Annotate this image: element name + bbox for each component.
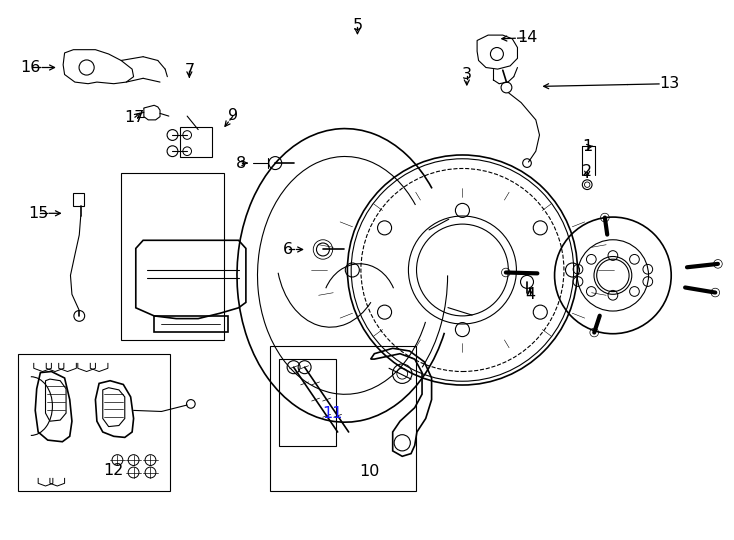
Text: 12: 12 [103,463,124,478]
Text: 7: 7 [184,63,195,78]
Text: 10: 10 [359,464,379,480]
Text: 13: 13 [659,76,680,91]
Bar [121,173,224,340]
Text: 9: 9 [228,108,239,123]
Bar [18,354,170,491]
Text: 14: 14 [517,30,537,45]
Bar [270,346,416,491]
Text: 5: 5 [352,18,363,33]
Bar [73,193,84,206]
Text: 17: 17 [124,110,145,125]
Text: 2: 2 [582,164,592,179]
Text: 4: 4 [525,287,535,302]
Bar [180,127,212,157]
Bar [279,359,335,446]
Text: 6: 6 [283,242,293,257]
Text: 15: 15 [28,206,48,221]
Text: 8: 8 [236,156,246,171]
Text: 1: 1 [582,139,592,154]
Text: 16: 16 [21,60,41,75]
Text: 3: 3 [462,67,472,82]
Text: 11: 11 [322,406,343,421]
